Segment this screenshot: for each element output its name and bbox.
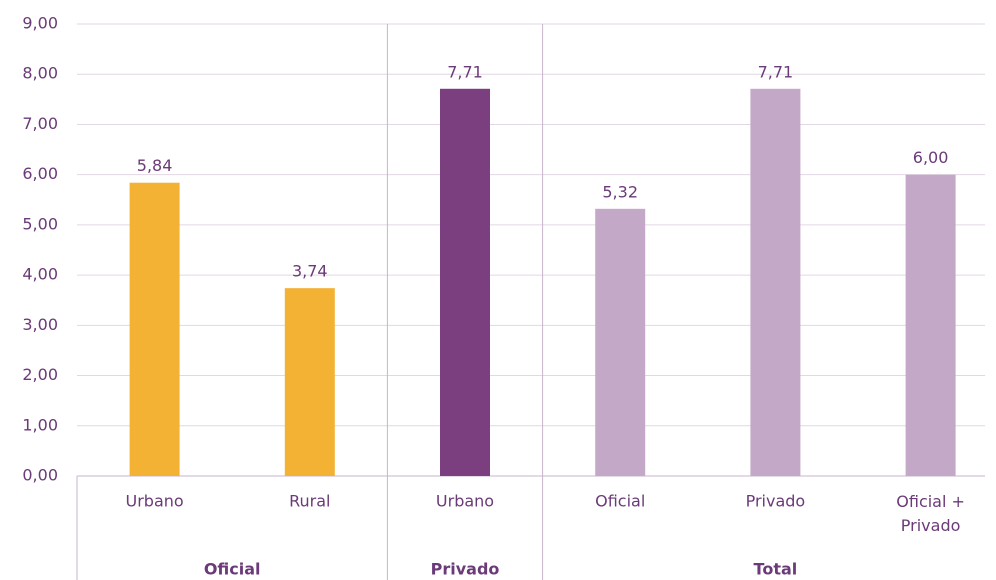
y-tick-label: 6,00 [22,164,58,183]
value-label: 3,74 [292,262,328,281]
group-label: Oficial [204,560,261,579]
x-tick-label: Oficial [595,492,645,511]
group-label: Privado [431,560,500,579]
y-tick-label: 0,00 [22,466,58,485]
y-tick-label: 4,00 [22,265,58,284]
value-label: 7,71 [447,62,483,81]
value-label: 5,84 [137,156,173,175]
y-tick-label: 1,00 [22,415,58,434]
y-tick-label: 9,00 [22,14,58,33]
bar [440,88,490,476]
y-tick-label: 3,00 [22,315,58,334]
bar [905,174,956,476]
y-tick-label: 7,00 [22,114,58,133]
x-tick-label: Rural [289,492,330,511]
bar [129,182,180,477]
value-label: 5,32 [602,182,638,201]
y-tick-label: 2,00 [22,365,58,384]
bar [595,208,646,476]
x-tick-label: Oficial + Privado [896,492,965,535]
y-tick-label: 5,00 [22,214,58,233]
group-label: Total [754,560,798,579]
x-tick-label: Privado [746,492,806,511]
bar [750,88,801,476]
x-tick-label: Urbano [126,492,184,511]
y-tick-label: 8,00 [22,64,58,83]
value-label: 6,00 [913,148,949,167]
bar [284,288,335,476]
value-label: 7,71 [758,62,794,81]
x-tick-label: Urbano [436,492,494,511]
